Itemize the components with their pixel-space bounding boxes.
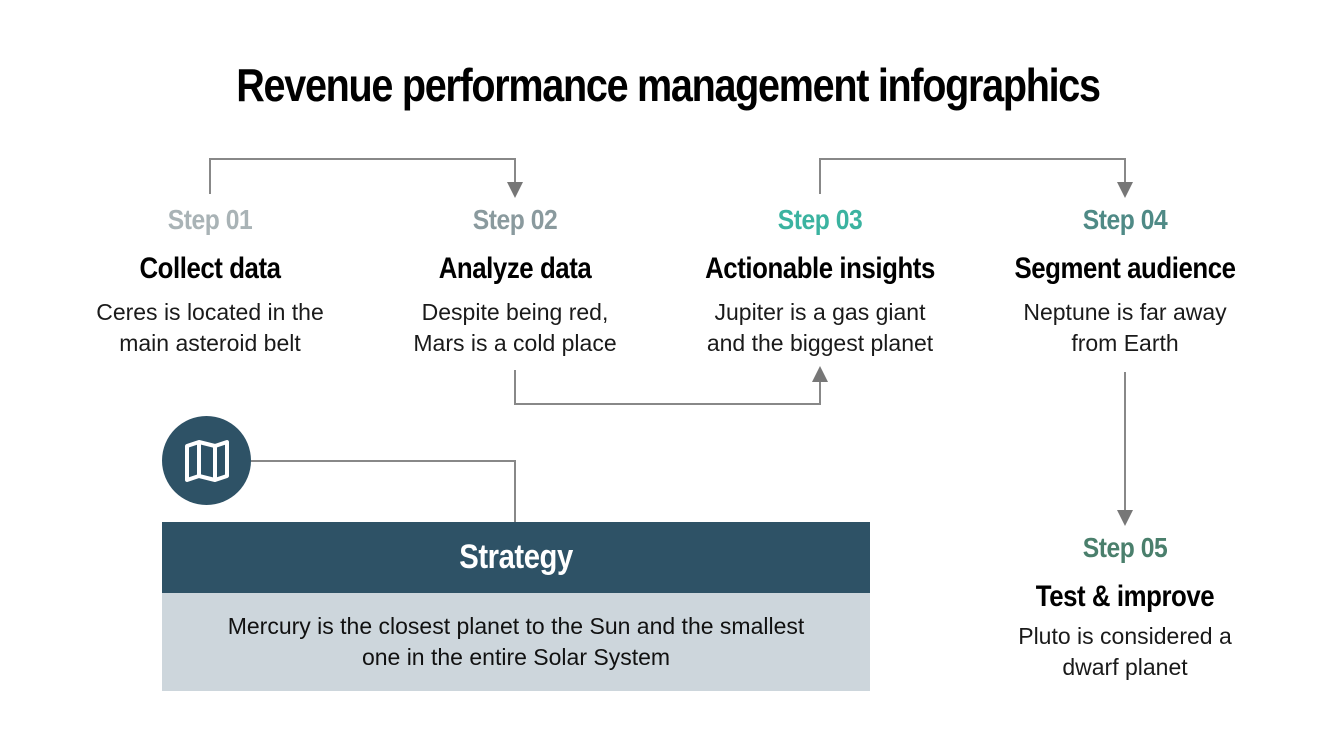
- step-description: Ceres is located in the main asteroid bel…: [96, 299, 324, 356]
- step-heading: Collect data: [139, 252, 281, 285]
- step-heading: Actionable insights: [705, 252, 935, 285]
- step-description: Jupiter is a gas giant and the biggest pl…: [706, 299, 934, 356]
- step-heading: Test & improve: [1035, 580, 1215, 613]
- step-number: Step 04: [1082, 204, 1168, 235]
- step-01: Step 01 Collect data Ceres is located in…: [60, 203, 360, 359]
- step-heading: Analyze data: [438, 252, 592, 285]
- step-heading: Segment audience: [1014, 252, 1236, 285]
- step-description: Neptune is far away from Earth: [1023, 299, 1227, 356]
- step-04: Step 04 Segment audience Neptune is far …: [975, 203, 1275, 359]
- strategy-header: Strategy: [162, 522, 870, 593]
- step-05: Step 05 Test & improve Pluto is consider…: [975, 531, 1275, 683]
- step-number: Step 03: [777, 204, 863, 235]
- step-description: Despite being red, Mars is a cold place: [413, 299, 617, 356]
- step-03: Step 03 Actionable insights Jupiter is a…: [670, 203, 970, 359]
- strategy-icon-badge: [162, 416, 251, 505]
- step-number: Step 05: [1082, 532, 1168, 563]
- strategy-description: Mercury is the closest planet to the Sun…: [162, 593, 870, 691]
- step-description: Pluto is considered a dwarf planet: [1018, 623, 1232, 680]
- page-title: Revenue performance management infograph…: [236, 59, 1101, 111]
- step-02: Step 02 Analyze data Despite being red, M…: [365, 203, 665, 359]
- step-number: Step 01: [167, 204, 253, 235]
- strategy-heading: Strategy: [459, 538, 573, 576]
- map-icon: [184, 439, 229, 482]
- step-number: Step 02: [472, 204, 558, 235]
